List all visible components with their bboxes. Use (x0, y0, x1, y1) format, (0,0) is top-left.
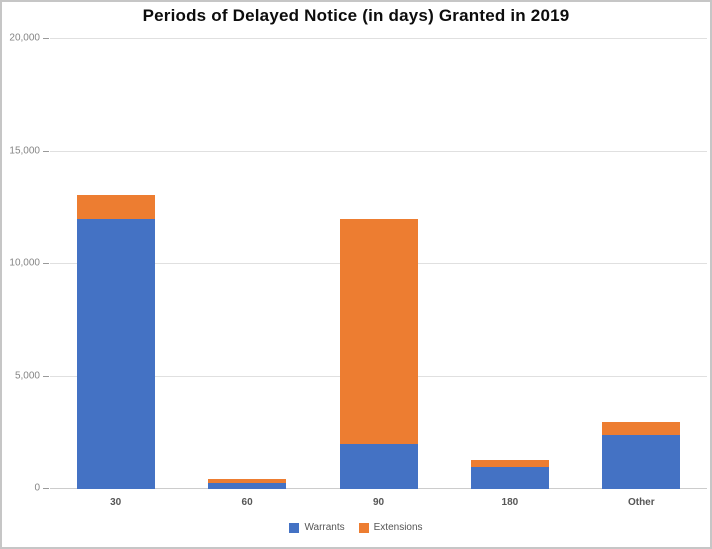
y-axis-label: 20,000 (9, 32, 40, 44)
legend-label-extensions: Extensions (373, 522, 423, 533)
y-axis-tick (43, 488, 49, 489)
bar-segment-extensions-30[interactable] (76, 195, 155, 219)
y-axis-tick (43, 375, 49, 377)
bar-segment-warrants-60[interactable] (208, 483, 287, 489)
bar-segment-warrants-30[interactable] (76, 219, 155, 489)
x-axis-label-180: 180 (501, 497, 519, 508)
y-axis-tick (43, 263, 49, 264)
bar-segment-extensions-180[interactable] (470, 459, 549, 467)
bar-segment-warrants-other[interactable] (602, 435, 681, 489)
plot-area: 0 5,000 10,000 15,000 20,000 30 60 90 180 Other (9, 33, 707, 508)
legend-swatch-extensions (358, 522, 369, 533)
bar-group-60 (208, 39, 287, 489)
x-axis-label-30: 30 (110, 497, 122, 508)
bar-group-90 (339, 39, 418, 489)
x-axis-label-90: 90 (372, 497, 385, 508)
x-axis-label-other: Other (627, 497, 655, 508)
bar-segment-warrants-180[interactable] (470, 466, 549, 489)
y-axis-label: 5,000 (14, 370, 40, 381)
legend: Warrants Extensions (2, 522, 710, 533)
y-axis-label: 0 (34, 482, 40, 494)
bar-group-180 (470, 39, 549, 489)
y-axis-label: 10,000 (9, 257, 40, 269)
legend-swatch-warrants (289, 522, 300, 533)
y-axis-label: 15,000 (9, 145, 40, 156)
gridline-15000: 15,000 (9, 145, 707, 156)
bar-segment-warrants-90[interactable] (339, 444, 418, 489)
bar-group-other (602, 39, 681, 489)
bar-segment-extensions-60[interactable] (208, 478, 287, 484)
legend-item-warrants[interactable]: Warrants (289, 522, 345, 533)
legend-label-warrants: Warrants (304, 522, 345, 533)
bar-segment-extensions-other[interactable] (602, 421, 681, 435)
bar-segment-extensions-90[interactable] (339, 219, 418, 444)
bar-group-30 (76, 39, 155, 489)
chart-title: Periods of Delayed Notice (in days) Gran… (142, 6, 570, 25)
legend-item-extensions[interactable]: Extensions (358, 522, 423, 533)
y-axis-tick (43, 38, 49, 39)
y-axis-tick (43, 150, 49, 152)
x-axis-label-60: 60 (241, 497, 253, 508)
gridline-20000: 20,000 (9, 33, 707, 44)
